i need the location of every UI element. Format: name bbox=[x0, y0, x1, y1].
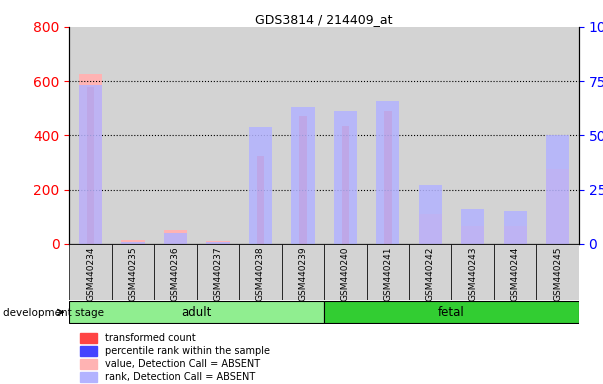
Text: development stage: development stage bbox=[3, 308, 104, 318]
Bar bbox=[324, 27, 367, 244]
Bar bbox=[299, 116, 307, 244]
Bar bbox=[537, 27, 579, 244]
Text: GSM440236: GSM440236 bbox=[171, 247, 180, 301]
Text: GSM440243: GSM440243 bbox=[468, 247, 477, 301]
Bar bbox=[537, 244, 579, 300]
Bar bbox=[333, 111, 357, 244]
Bar bbox=[282, 27, 324, 244]
Text: GSM440237: GSM440237 bbox=[213, 247, 223, 301]
Text: GSM440240: GSM440240 bbox=[341, 247, 350, 301]
Bar bbox=[112, 27, 154, 244]
Bar bbox=[154, 27, 197, 244]
Bar bbox=[418, 214, 442, 244]
Bar bbox=[206, 242, 230, 244]
Text: fetal: fetal bbox=[438, 306, 465, 318]
Bar bbox=[409, 244, 452, 300]
Text: value, Detection Call = ABSENT: value, Detection Call = ABSENT bbox=[105, 359, 260, 369]
Bar bbox=[461, 209, 484, 244]
Bar bbox=[80, 333, 97, 343]
Bar bbox=[164, 233, 187, 244]
Text: GSM440241: GSM440241 bbox=[384, 247, 393, 301]
Bar bbox=[69, 27, 112, 244]
Bar bbox=[376, 101, 399, 244]
Bar bbox=[80, 372, 97, 382]
Bar bbox=[239, 27, 282, 244]
Text: GSM440235: GSM440235 bbox=[128, 247, 137, 301]
Bar bbox=[291, 107, 315, 244]
Bar bbox=[79, 86, 103, 244]
Text: GSM440242: GSM440242 bbox=[426, 247, 435, 301]
Bar bbox=[112, 244, 154, 300]
Text: percentile rank within the sample: percentile rank within the sample bbox=[105, 346, 270, 356]
Bar bbox=[121, 242, 145, 244]
Bar bbox=[341, 126, 349, 244]
Bar bbox=[409, 27, 452, 244]
Bar bbox=[257, 156, 264, 244]
Text: GSM440234: GSM440234 bbox=[86, 247, 95, 301]
Bar bbox=[197, 244, 239, 300]
Text: GSM440245: GSM440245 bbox=[553, 247, 562, 301]
Bar bbox=[367, 244, 409, 300]
Bar bbox=[504, 226, 527, 244]
Bar bbox=[494, 27, 537, 244]
Text: adult: adult bbox=[182, 306, 212, 318]
Bar bbox=[324, 301, 579, 323]
Bar bbox=[80, 359, 97, 369]
Text: GSM440244: GSM440244 bbox=[511, 247, 520, 301]
Bar bbox=[282, 244, 324, 300]
Bar bbox=[504, 211, 527, 244]
Bar bbox=[452, 27, 494, 244]
Bar bbox=[206, 241, 230, 244]
Bar bbox=[164, 230, 187, 244]
Bar bbox=[546, 136, 569, 244]
Title: GDS3814 / 214409_at: GDS3814 / 214409_at bbox=[255, 13, 393, 26]
Text: rank, Detection Call = ABSENT: rank, Detection Call = ABSENT bbox=[105, 372, 255, 382]
Bar bbox=[461, 226, 484, 244]
Bar bbox=[69, 301, 324, 323]
Bar bbox=[418, 185, 442, 244]
Bar bbox=[69, 244, 112, 300]
Bar bbox=[367, 27, 409, 244]
Bar bbox=[80, 346, 97, 356]
Bar bbox=[384, 111, 391, 244]
Bar bbox=[87, 86, 95, 244]
Bar bbox=[197, 27, 239, 244]
Bar bbox=[494, 244, 537, 300]
Text: transformed count: transformed count bbox=[105, 333, 196, 343]
Bar bbox=[79, 74, 103, 244]
Bar bbox=[452, 244, 494, 300]
Bar bbox=[239, 244, 282, 300]
Bar bbox=[324, 244, 367, 300]
Bar bbox=[121, 240, 145, 244]
Bar bbox=[546, 169, 569, 244]
Bar bbox=[154, 244, 197, 300]
Text: GSM440239: GSM440239 bbox=[298, 247, 308, 301]
Text: GSM440238: GSM440238 bbox=[256, 247, 265, 301]
Bar bbox=[249, 127, 272, 244]
